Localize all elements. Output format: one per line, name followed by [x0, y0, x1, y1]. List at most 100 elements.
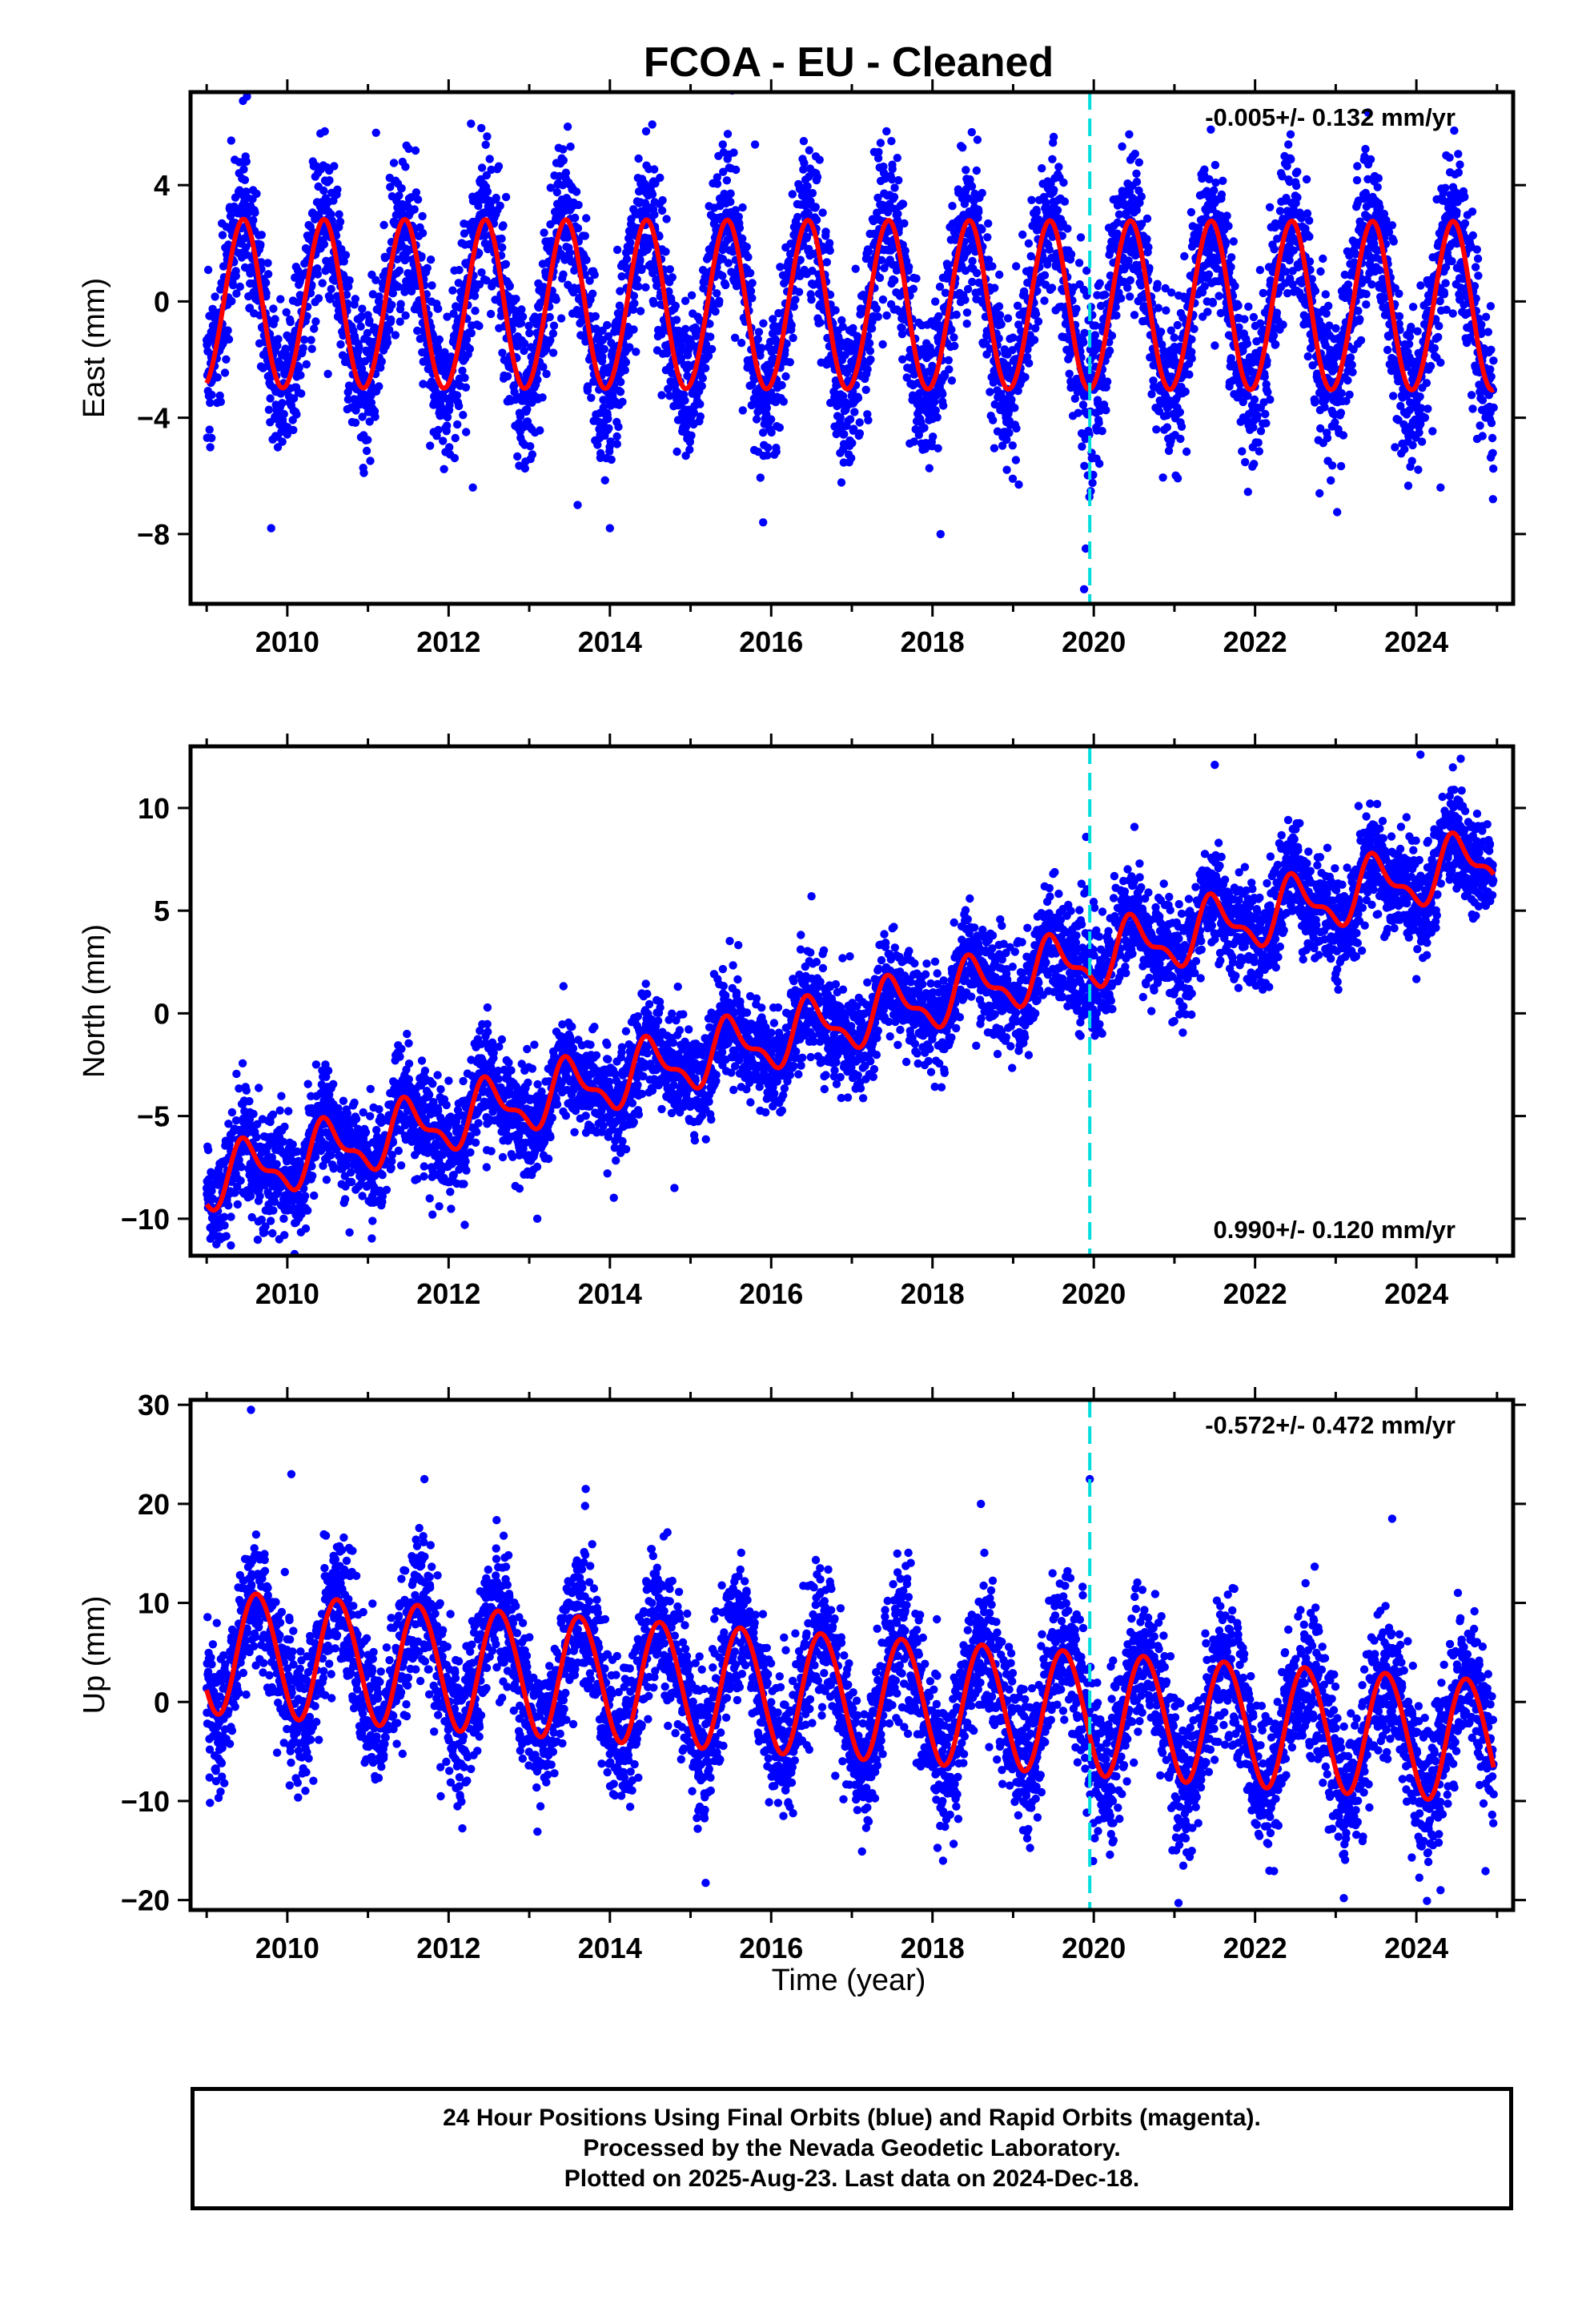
data-point: [559, 145, 568, 154]
data-point: [1078, 400, 1088, 409]
data-point: [929, 432, 938, 441]
data-point: [380, 254, 390, 263]
data-point: [867, 324, 877, 333]
data-point: [677, 342, 686, 351]
data-point: [1327, 476, 1335, 485]
data-point: [984, 219, 993, 228]
data-point: [1090, 331, 1100, 340]
data-point: [1362, 300, 1371, 309]
data-point: [528, 450, 537, 459]
data-point: [1331, 324, 1340, 333]
data-point: [1259, 288, 1268, 298]
data-point: [263, 270, 273, 279]
data-point: [769, 315, 777, 324]
data-point: [1243, 488, 1253, 497]
data-point: [355, 343, 363, 352]
data-point: [1284, 140, 1293, 149]
data-point: [1002, 435, 1011, 444]
data-point: [888, 175, 897, 184]
data-point: [503, 372, 512, 381]
data-point: [1047, 283, 1057, 292]
data-point: [744, 252, 753, 262]
data-point: [533, 376, 542, 384]
data-point: [470, 292, 480, 300]
data-point: [634, 282, 643, 291]
data-point: [848, 439, 857, 448]
data-point: [413, 326, 422, 336]
data-point: [257, 258, 266, 267]
data-point: [510, 388, 519, 396]
data-point: [481, 140, 490, 149]
data-point: [401, 311, 410, 320]
data-point: [423, 263, 432, 272]
data-point: [264, 405, 274, 414]
data-point: [1066, 250, 1076, 259]
data-point: [462, 335, 472, 344]
data-point: [391, 331, 400, 340]
data-point: [419, 380, 428, 388]
data-point: [510, 381, 519, 390]
data-point: [1080, 461, 1089, 470]
data-point: [231, 271, 240, 280]
data-point: [948, 202, 957, 211]
data-point: [278, 399, 287, 408]
data-point: [1286, 130, 1295, 139]
data-point: [875, 273, 885, 283]
data-point: [516, 412, 525, 421]
data-point: [342, 290, 351, 300]
data-point: [637, 264, 646, 273]
data-point: [672, 316, 681, 324]
data-point: [487, 165, 496, 175]
data-point: [952, 310, 961, 320]
data-point: [640, 179, 649, 188]
data-point: [358, 412, 367, 421]
data-point: [296, 371, 305, 380]
data-point: [565, 248, 574, 257]
data-point: [1261, 409, 1270, 419]
data-point: [1175, 408, 1185, 416]
data-point: [630, 299, 639, 308]
data-point: [536, 426, 544, 435]
data-point: [517, 305, 526, 314]
data-point: [1098, 427, 1106, 436]
data-point: [821, 227, 830, 236]
data-point: [837, 316, 846, 325]
data-point: [849, 324, 857, 332]
data-point: [838, 322, 847, 332]
data-point: [994, 334, 1003, 343]
data-point: [785, 358, 794, 367]
data-point: [1333, 508, 1342, 517]
data-point: [1348, 368, 1357, 376]
data-point: [1203, 308, 1212, 316]
data-point: [1238, 447, 1247, 456]
data-point: [738, 406, 747, 415]
data-point: [681, 296, 690, 305]
data-point: [850, 408, 859, 416]
data-point: [998, 441, 1007, 450]
data-point: [351, 406, 360, 415]
data-point: [501, 259, 510, 268]
data-point: [358, 304, 367, 313]
data-point: [1305, 232, 1314, 241]
data-point: [337, 245, 346, 254]
data-point: [658, 195, 667, 205]
data-point: [307, 344, 316, 353]
data-point: [1229, 237, 1239, 246]
data-point: [905, 263, 913, 271]
data-point: [362, 446, 371, 456]
data-point: [513, 452, 522, 461]
data-point: [273, 443, 283, 452]
data-point: [600, 476, 609, 485]
data-point: [796, 271, 805, 280]
data-point: [983, 233, 992, 242]
data-point: [332, 292, 342, 300]
data-point: [628, 305, 638, 314]
data-point: [836, 413, 845, 422]
data-point: [434, 425, 443, 435]
data-point: [207, 390, 216, 400]
data-point: [1002, 465, 1011, 474]
data-point: [734, 212, 743, 221]
data-point: [1176, 434, 1185, 444]
data-point: [912, 274, 921, 283]
